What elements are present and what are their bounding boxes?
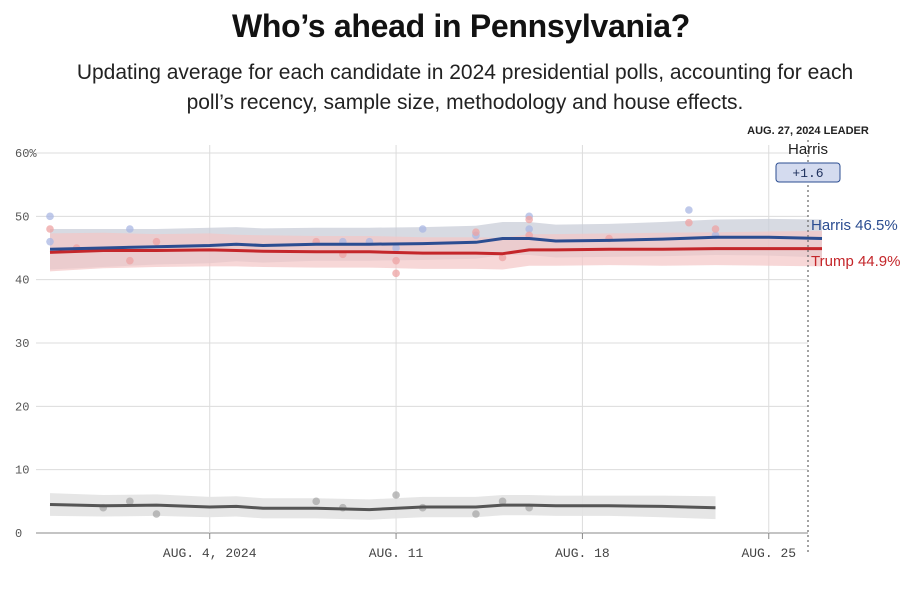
other-poll-dot bbox=[152, 510, 161, 518]
trump-average-line bbox=[49, 247, 822, 256]
harris-poll-dot bbox=[525, 225, 533, 233]
average-lines bbox=[49, 235, 823, 512]
labels: Harris 46.5% Trump 44.9% AUG. 27, 2024 LEA… bbox=[747, 125, 900, 552]
trump-poll-dot bbox=[152, 237, 161, 246]
y-tick-label: 30 bbox=[15, 337, 29, 351]
trump-end-label: Trump 44.9% bbox=[811, 253, 900, 270]
trump-poll-dot bbox=[126, 256, 134, 265]
harris-average-line bbox=[49, 235, 823, 251]
y-tick-label: 0 bbox=[15, 527, 22, 541]
harris-end-label: Harris 46.5% bbox=[811, 217, 898, 234]
trump-poll-dot bbox=[525, 215, 533, 224]
trump-poll-dot bbox=[711, 225, 720, 233]
trump-poll-dot bbox=[685, 218, 693, 227]
trump-poll-dot bbox=[46, 225, 54, 233]
leader-date-label: AUG. 27, 2024 LEADER bbox=[747, 125, 869, 137]
x-tick-label: AUG. 25 bbox=[741, 546, 796, 561]
harris-poll-dot bbox=[392, 244, 400, 252]
x-tick-label: AUG. 11 bbox=[369, 546, 424, 561]
y-tick-label: 20 bbox=[15, 400, 29, 414]
other-average-line bbox=[49, 503, 716, 512]
harris-poll-dot bbox=[46, 212, 54, 221]
grid-layer: 0 10 20 30 40 50 60% AUG. 4, 2024 AUG. 11 AUG. 18… bbox=[15, 145, 808, 561]
y-tick-label: 60% bbox=[15, 147, 37, 161]
other-poll-dot bbox=[498, 497, 507, 506]
chart-subtitle: Updating average for each candidate in 2… bbox=[76, 61, 854, 114]
y-tick-label: 50 bbox=[15, 210, 29, 224]
x-tick-label: AUG. 4, 2024 bbox=[163, 546, 257, 561]
trump-poll-dot bbox=[392, 256, 400, 265]
other-poll-dot bbox=[126, 497, 134, 506]
other-band bbox=[50, 493, 716, 520]
other-poll-dot bbox=[392, 491, 400, 499]
trump-poll-dot bbox=[498, 253, 507, 262]
chart-title: Who’s ahead in Pennsylvania? bbox=[231, 8, 691, 44]
harris-poll-dot bbox=[46, 237, 54, 246]
y-tick-label: 40 bbox=[15, 274, 29, 288]
x-tick-label: AUG. 18 bbox=[555, 546, 610, 561]
leader-margin-badge bbox=[775, 162, 841, 183]
trump-poll-dot bbox=[472, 228, 480, 236]
confidence-bands bbox=[50, 218, 822, 520]
harris-poll-dot bbox=[418, 225, 427, 233]
harris-poll-dot bbox=[685, 206, 693, 214]
other-poll-dot bbox=[472, 510, 480, 518]
trump-poll-dot bbox=[392, 269, 400, 278]
harris-poll-dot bbox=[126, 225, 134, 233]
other-poll-dot bbox=[312, 497, 321, 506]
leader-margin-value: +1.6 bbox=[792, 166, 823, 181]
leader-name: Harris bbox=[788, 141, 828, 158]
y-tick-label: 10 bbox=[15, 464, 29, 478]
